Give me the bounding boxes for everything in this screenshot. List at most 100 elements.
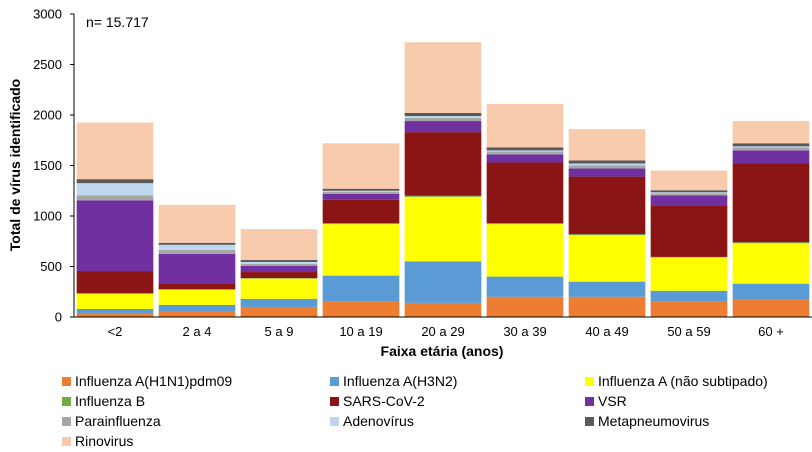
bar-segment bbox=[76, 312, 154, 317]
legend-swatch bbox=[62, 416, 71, 426]
legend-swatch bbox=[330, 376, 339, 386]
bar-segment bbox=[486, 147, 564, 151]
legend-swatch bbox=[62, 436, 71, 446]
legend-label: Influenza B bbox=[75, 393, 146, 409]
bar-segment bbox=[404, 195, 482, 197]
x-tick-label: 40 a 49 bbox=[585, 324, 628, 339]
legend-swatch bbox=[585, 416, 594, 426]
bar-segment bbox=[568, 234, 646, 236]
bar-segment bbox=[486, 150, 564, 152]
bar-segment bbox=[158, 204, 236, 243]
bar-segment bbox=[404, 112, 482, 117]
bar-segment bbox=[240, 229, 318, 260]
x-tick-label: 50 a 59 bbox=[667, 324, 710, 339]
bar-segment bbox=[732, 121, 810, 144]
legend-label: Influenza A(H1N1)pdm09 bbox=[75, 373, 233, 389]
bar-segment bbox=[568, 165, 646, 169]
y-tick-label: 500 bbox=[40, 259, 62, 274]
bar-stack bbox=[76, 122, 154, 317]
legend-swatch bbox=[330, 416, 339, 426]
bar-stack bbox=[486, 103, 564, 317]
bar-segment bbox=[158, 253, 236, 284]
bar-segment bbox=[322, 223, 400, 225]
bar-segment bbox=[322, 190, 400, 192]
bar-segment bbox=[404, 42, 482, 113]
bar-segment bbox=[76, 293, 154, 309]
bar-segment bbox=[240, 263, 318, 266]
bar-segment bbox=[732, 146, 810, 148]
bar-segment bbox=[322, 199, 400, 224]
bar-segment bbox=[568, 168, 646, 177]
legend-label: Influenza A (não subtipado) bbox=[598, 373, 768, 389]
bar-segment bbox=[158, 244, 236, 250]
y-tick-label: 2500 bbox=[33, 57, 62, 72]
bar-segment bbox=[240, 259, 318, 262]
legend-label: Influenza A(H3N2) bbox=[343, 373, 458, 389]
bar-segment bbox=[732, 150, 810, 164]
legend-item: Metapneumovirus bbox=[585, 412, 802, 430]
bar-segment bbox=[568, 296, 646, 317]
x-tick-label: 60 + bbox=[758, 324, 784, 339]
bar-segment bbox=[322, 275, 400, 302]
bar-segment bbox=[404, 132, 482, 196]
bar-segment bbox=[404, 121, 482, 133]
bar-segment bbox=[732, 299, 810, 317]
bar-segment bbox=[76, 195, 154, 201]
x-tick-label: 5 a 9 bbox=[265, 324, 294, 339]
bar-segment bbox=[158, 289, 236, 305]
legend-item: Influenza A(H1N1)pdm09 bbox=[62, 372, 330, 390]
x-tick-label: 10 a 19 bbox=[339, 324, 382, 339]
bar-segment bbox=[568, 129, 646, 161]
bar-segment bbox=[650, 193, 728, 196]
bar-segment bbox=[76, 308, 154, 313]
bar-segment bbox=[486, 296, 564, 317]
bar-segment bbox=[404, 196, 482, 262]
bar-segment bbox=[568, 160, 646, 164]
legend-swatch bbox=[585, 396, 594, 406]
bar-segment bbox=[650, 190, 728, 193]
legend-swatch bbox=[62, 376, 71, 386]
y-tick-label: 2000 bbox=[33, 108, 62, 123]
legend-item: Influenza B bbox=[62, 392, 330, 410]
bar-segment bbox=[322, 224, 400, 276]
bar-segment bbox=[732, 163, 810, 243]
bar-segment bbox=[76, 200, 154, 272]
legend-item: SARS-CoV-2 bbox=[330, 392, 585, 410]
legend-item: Influenza A (não subtipado) bbox=[585, 372, 802, 390]
bar-segment bbox=[76, 293, 154, 294]
sample-size-annotation: n= 15.717 bbox=[86, 14, 149, 30]
legend-label: VSR bbox=[598, 393, 627, 409]
bar-stack bbox=[732, 121, 810, 317]
x-tick-label: <2 bbox=[108, 324, 123, 339]
bar-segment bbox=[486, 276, 564, 297]
bar-stack bbox=[650, 170, 728, 317]
bar-segment bbox=[568, 163, 646, 166]
bar-segment bbox=[158, 283, 236, 290]
bar-segment bbox=[322, 301, 400, 317]
bar-segment bbox=[158, 310, 236, 317]
bar-segment bbox=[404, 118, 482, 122]
x-tick-label: 20 a 29 bbox=[421, 324, 464, 339]
bars bbox=[76, 42, 810, 317]
legend-item: Parainfluenza bbox=[62, 412, 330, 430]
y-tick-label: 0 bbox=[55, 310, 62, 325]
bar-segment bbox=[240, 261, 318, 264]
bar-segment bbox=[240, 278, 318, 299]
bar-segment bbox=[76, 179, 154, 184]
stacked-bar-chart: n= 15.717 0 500 1000 1500 2000 2500 3000 <2 2 a… bbox=[7, 7, 812, 359]
bar-segment bbox=[322, 188, 400, 191]
bar-segment bbox=[322, 191, 400, 194]
bar-segment bbox=[158, 249, 236, 254]
bar-segment bbox=[240, 265, 318, 273]
legend-label: Rinovirus bbox=[75, 433, 134, 449]
bar-segment bbox=[650, 195, 728, 206]
y-tick-label: 1500 bbox=[33, 158, 62, 173]
bar-segment bbox=[322, 143, 400, 189]
bar-segment bbox=[240, 272, 318, 279]
legend-swatch bbox=[330, 396, 339, 406]
bar-stack bbox=[404, 42, 482, 317]
bar-segment bbox=[732, 242, 810, 244]
bar-segment bbox=[486, 223, 564, 225]
bar-segment bbox=[158, 304, 236, 311]
y-tick-label: 1000 bbox=[33, 209, 62, 224]
